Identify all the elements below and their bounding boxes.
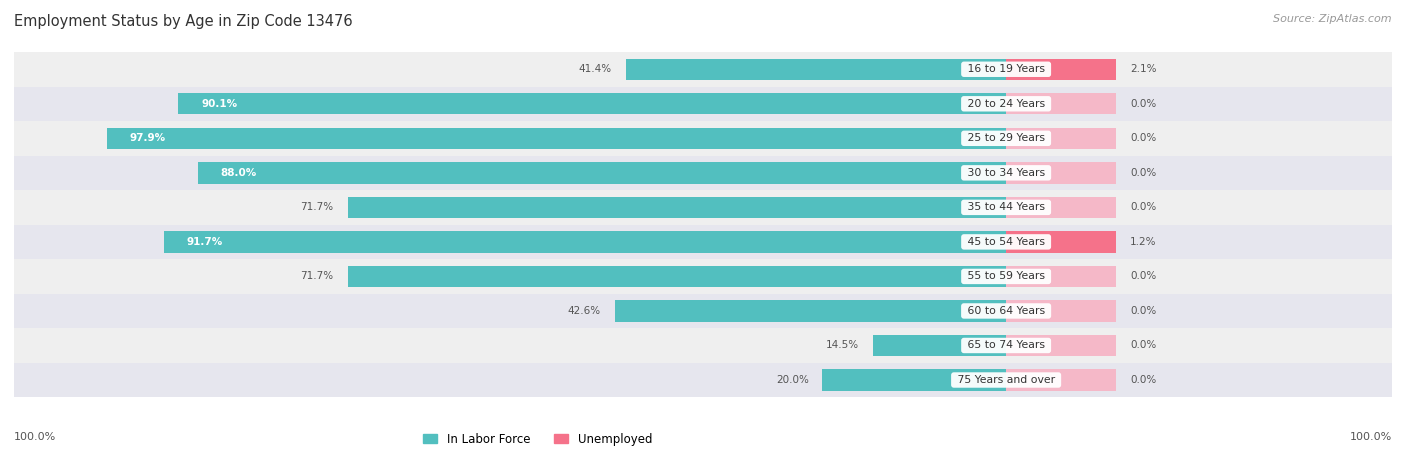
Bar xyxy=(163,231,1007,253)
Text: 90.1%: 90.1% xyxy=(201,99,238,109)
Text: 20.0%: 20.0% xyxy=(776,375,808,385)
Text: 45 to 54 Years: 45 to 54 Years xyxy=(965,237,1049,247)
Text: 65 to 74 Years: 65 to 74 Years xyxy=(965,341,1049,350)
Text: 0.0%: 0.0% xyxy=(1130,306,1156,316)
Text: 60 to 64 Years: 60 to 64 Years xyxy=(965,306,1049,316)
Bar xyxy=(347,197,1007,218)
Bar xyxy=(823,369,1007,391)
Text: 71.7%: 71.7% xyxy=(301,202,333,212)
Text: 100.0%: 100.0% xyxy=(1350,432,1392,442)
Text: 75 Years and over: 75 Years and over xyxy=(953,375,1059,385)
Text: 0.0%: 0.0% xyxy=(1130,202,1156,212)
Legend: In Labor Force, Unemployed: In Labor Force, Unemployed xyxy=(419,428,657,451)
Bar xyxy=(347,266,1007,287)
Bar xyxy=(614,300,1007,322)
Bar xyxy=(14,225,1392,259)
Text: 2.1%: 2.1% xyxy=(1130,64,1157,74)
Bar xyxy=(1007,231,1116,253)
Bar xyxy=(1007,197,1116,218)
Bar xyxy=(1007,128,1116,149)
Text: 16 to 19 Years: 16 to 19 Years xyxy=(965,64,1049,74)
Text: 55 to 59 Years: 55 to 59 Years xyxy=(965,272,1049,281)
Text: 88.0%: 88.0% xyxy=(221,168,257,178)
Bar xyxy=(198,162,1007,184)
Bar xyxy=(14,190,1392,225)
Text: 100.0%: 100.0% xyxy=(14,432,56,442)
Bar xyxy=(626,59,1007,80)
Bar xyxy=(1007,335,1116,356)
Text: 35 to 44 Years: 35 to 44 Years xyxy=(965,202,1049,212)
Bar xyxy=(1007,59,1116,80)
Bar xyxy=(1007,369,1116,391)
Bar xyxy=(14,87,1392,121)
Bar xyxy=(179,93,1007,115)
Text: 71.7%: 71.7% xyxy=(301,272,333,281)
Bar xyxy=(1007,266,1116,287)
Text: 0.0%: 0.0% xyxy=(1130,99,1156,109)
Text: 0.0%: 0.0% xyxy=(1130,168,1156,178)
Text: 0.0%: 0.0% xyxy=(1130,341,1156,350)
Text: 41.4%: 41.4% xyxy=(579,64,612,74)
Bar xyxy=(107,128,1007,149)
Text: 20 to 24 Years: 20 to 24 Years xyxy=(965,99,1049,109)
Bar xyxy=(1007,300,1116,322)
Bar xyxy=(14,156,1392,190)
Bar xyxy=(14,52,1392,87)
Text: 1.2%: 1.2% xyxy=(1130,237,1157,247)
Bar xyxy=(14,259,1392,294)
Text: Source: ZipAtlas.com: Source: ZipAtlas.com xyxy=(1274,14,1392,23)
Bar xyxy=(14,294,1392,328)
Text: 0.0%: 0.0% xyxy=(1130,133,1156,143)
Bar xyxy=(14,363,1392,397)
Text: 30 to 34 Years: 30 to 34 Years xyxy=(965,168,1049,178)
Text: 0.0%: 0.0% xyxy=(1130,375,1156,385)
Text: 42.6%: 42.6% xyxy=(568,306,600,316)
Bar xyxy=(14,121,1392,156)
Text: 91.7%: 91.7% xyxy=(187,237,224,247)
Bar xyxy=(1007,162,1116,184)
Bar xyxy=(1007,93,1116,115)
Text: 0.0%: 0.0% xyxy=(1130,272,1156,281)
Text: 14.5%: 14.5% xyxy=(827,341,859,350)
Text: Employment Status by Age in Zip Code 13476: Employment Status by Age in Zip Code 134… xyxy=(14,14,353,28)
Bar xyxy=(873,335,1007,356)
Text: 97.9%: 97.9% xyxy=(129,133,166,143)
Text: 25 to 29 Years: 25 to 29 Years xyxy=(965,133,1049,143)
Bar xyxy=(14,328,1392,363)
